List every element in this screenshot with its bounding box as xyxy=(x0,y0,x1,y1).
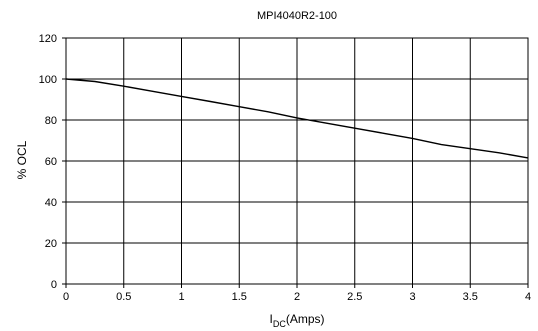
y-tick-label: 100 xyxy=(39,74,57,86)
y-tick-label: 20 xyxy=(45,238,57,250)
x-tick-label: 1 xyxy=(178,291,184,303)
chart-title: MPI4040R2-100 xyxy=(257,10,337,22)
y-tick-label: 0 xyxy=(51,279,57,291)
x-tick-label: 1.5 xyxy=(232,291,247,303)
x-tick-label: 0.5 xyxy=(116,291,131,303)
x-axis-label: IDC(Amps) xyxy=(269,312,324,329)
x-tick-labels: 0 0.5 1 1.5 2 2.5 3 3.5 4 xyxy=(63,291,531,303)
x-axis-label-rest: (Amps) xyxy=(286,312,325,326)
series-line xyxy=(65,78,529,159)
x-tick-label: 2 xyxy=(294,291,300,303)
x-tick-label: 0 xyxy=(63,291,69,303)
y-tick-label: 120 xyxy=(39,33,57,45)
x-tick-label: 4 xyxy=(525,291,531,303)
plot-frame xyxy=(65,37,529,285)
grid-lines xyxy=(62,37,529,288)
y-tick-label: 40 xyxy=(45,197,57,209)
x-tick-label: 3.5 xyxy=(463,291,478,303)
y-axis-label: % OCL xyxy=(15,140,29,179)
y-tick-label: 80 xyxy=(45,115,57,127)
x-axis-label-subscript: DC xyxy=(273,319,286,329)
series-group xyxy=(65,78,529,159)
x-tick-label: 3 xyxy=(409,291,415,303)
y-tick-label: 60 xyxy=(45,156,57,168)
x-tick-label: 2.5 xyxy=(347,291,362,303)
y-tick-labels: 0 20 40 60 80 100 120 xyxy=(39,33,57,291)
x-axis-label-main: I xyxy=(269,312,272,326)
